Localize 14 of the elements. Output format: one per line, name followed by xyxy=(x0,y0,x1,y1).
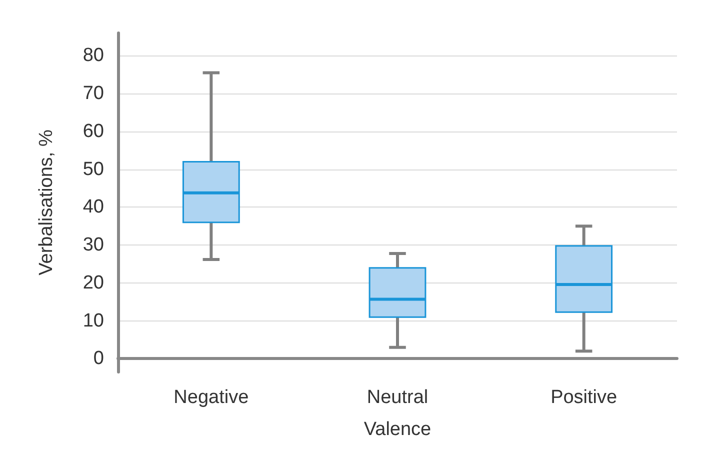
y-tick-label: 40 xyxy=(82,196,104,218)
x-tick-label: Negative xyxy=(174,387,249,408)
y-axis-title: Verbalisations, % xyxy=(36,130,57,276)
y-tick-label: 0 xyxy=(93,348,104,370)
y-tick-label: 10 xyxy=(82,310,104,332)
y-tick-label: 50 xyxy=(82,158,104,180)
y-tick-label: 80 xyxy=(82,45,104,66)
x-tick-label: Positive xyxy=(550,387,618,408)
y-tick-label: 70 xyxy=(82,83,104,104)
x-tick-label: Neutral xyxy=(366,387,428,408)
y-tick-label: 60 xyxy=(82,120,104,142)
y-tick-label: 30 xyxy=(82,234,104,256)
y-tick-label: 20 xyxy=(82,272,104,294)
x-axis-title: Valence xyxy=(364,419,432,440)
